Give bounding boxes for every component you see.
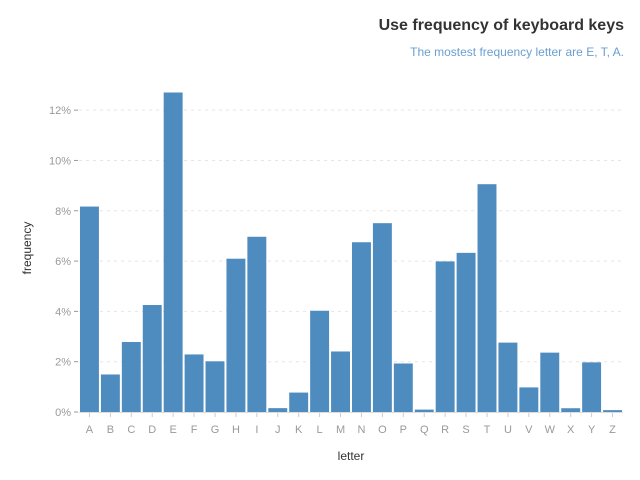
x-axis-label: letter	[338, 449, 365, 463]
bar-j[interactable]	[268, 408, 288, 412]
bar-s[interactable]	[456, 252, 476, 412]
x-tick-label: F	[191, 424, 198, 436]
bar-i[interactable]	[247, 236, 267, 412]
x-tick-label: M	[336, 424, 345, 436]
x-tick-label: E	[169, 424, 176, 436]
x-tick-label: C	[127, 424, 135, 436]
x-tick-label: A	[86, 424, 94, 436]
bar-m[interactable]	[331, 351, 350, 412]
y-tick-label: 6%	[55, 256, 71, 268]
x-tick-label: L	[317, 424, 323, 436]
x-tick-label: T	[484, 424, 491, 436]
bar-t[interactable]	[477, 184, 497, 412]
y-tick-label: 0%	[55, 407, 71, 419]
y-tick-label: 12%	[49, 105, 71, 117]
axis-layer: 0% 2% 4% 6% 8% 10% 12% A B C D E F G H I J K L M N O P Q R S T U V W X…	[49, 105, 623, 436]
bar-e[interactable]	[163, 92, 183, 412]
x-tick-label: S	[462, 424, 469, 436]
bar-h[interactable]	[226, 258, 246, 412]
bar-w[interactable]	[540, 352, 560, 412]
x-tick-label: V	[525, 424, 533, 436]
x-tick-label: J	[275, 424, 281, 436]
bar-c[interactable]	[121, 342, 141, 412]
x-tick-label: D	[148, 424, 156, 436]
x-tick-label: K	[295, 424, 303, 436]
bar-u[interactable]	[498, 342, 518, 412]
y-tick-label: 4%	[55, 306, 71, 318]
y-axis-label: frequency	[20, 222, 34, 275]
x-tick-label: W	[545, 424, 556, 436]
bar-p[interactable]	[393, 363, 413, 412]
bar-f[interactable]	[184, 354, 204, 412]
y-tick-label: 10%	[49, 155, 71, 167]
x-tick-label: Y	[588, 424, 596, 436]
x-tick-label: P	[400, 424, 407, 436]
x-tick-label: H	[232, 424, 240, 436]
bar-r[interactable]	[435, 261, 455, 412]
bar-z[interactable]	[603, 410, 622, 412]
bar-layer	[80, 92, 622, 412]
bar-g[interactable]	[205, 361, 225, 412]
x-tick-label: I	[255, 424, 258, 436]
x-tick-label: B	[107, 424, 114, 436]
y-tick-label: 8%	[55, 206, 71, 218]
x-tick-label: U	[504, 424, 512, 436]
bar-d[interactable]	[142, 305, 162, 412]
x-tick-label: Q	[420, 424, 429, 436]
x-tick-label: G	[211, 424, 220, 436]
bar-v[interactable]	[519, 387, 539, 412]
bar-y[interactable]	[582, 362, 602, 412]
bar-k[interactable]	[289, 392, 309, 412]
bar-n[interactable]	[352, 242, 371, 412]
x-tick-label: O	[378, 424, 387, 436]
x-tick-label: Z	[609, 424, 616, 436]
bar-a[interactable]	[80, 206, 99, 412]
x-tick-label: N	[357, 424, 365, 436]
chart-subtitle: The mostest frequency letter are E, T, A…	[410, 45, 624, 59]
bar-x[interactable]	[561, 408, 581, 412]
x-tick-label: X	[567, 424, 575, 436]
y-tick-label: 2%	[55, 357, 71, 369]
bar-q[interactable]	[414, 409, 434, 412]
x-tick-label: R	[441, 424, 449, 436]
bar-l[interactable]	[310, 310, 330, 412]
bar-b[interactable]	[100, 374, 120, 412]
chart-title: Use frequency of keyboard keys	[378, 17, 624, 34]
bar-o[interactable]	[372, 223, 392, 412]
